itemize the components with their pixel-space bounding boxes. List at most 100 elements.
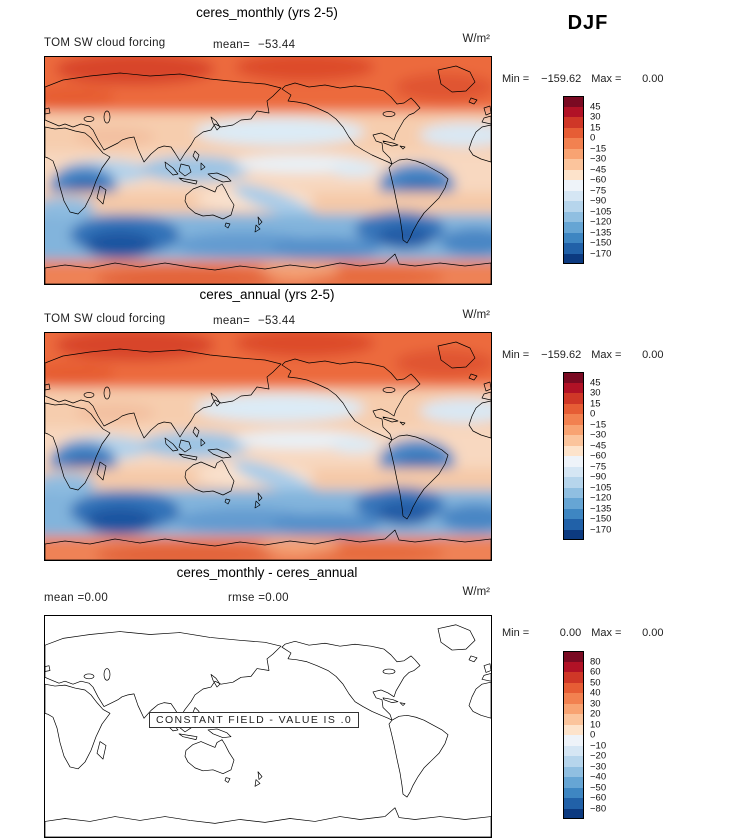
mean-label: mean= (213, 39, 250, 51)
colorbar-cell (563, 508, 584, 519)
colorbar-tick-label: −30 (590, 429, 607, 441)
colorbar-tick-label: −120 (590, 216, 612, 228)
colorbar-cell (563, 798, 584, 809)
mean-value: 0.00 (84, 592, 109, 604)
colorbar-cell (563, 403, 584, 414)
min-label: Min = (502, 73, 530, 85)
minmax-line: Min = 0.00 Max = 0.00 (502, 627, 663, 639)
colorbar-cell (563, 372, 584, 383)
colorbar-cell (563, 106, 584, 117)
colorbar-tick-label: 50 (590, 676, 601, 688)
colorbar-tick-label: 30 (590, 697, 601, 709)
colorbar-frame (563, 372, 584, 540)
mean-stat: mean= −53.44 (213, 39, 295, 51)
colorbar-cell (563, 808, 584, 819)
colorbar-cell (563, 253, 584, 264)
mean-stat: mean= −53.44 (213, 315, 295, 327)
colorbar-tick-label: −75 (590, 460, 607, 472)
colorbar-tick-label: 20 (590, 708, 601, 720)
units-label: W/m² (462, 309, 490, 321)
mean-value: −53.44 (257, 39, 296, 51)
colorbar-tick-label: −105 (590, 205, 612, 217)
colorbar-frame (563, 96, 584, 264)
colorbar-cell (563, 487, 584, 498)
colorbar-cell (563, 169, 584, 180)
colorbar-cell (563, 651, 584, 662)
colorbar-tick-label: −105 (590, 481, 612, 493)
colorbar-cell (563, 414, 584, 425)
colorbar-cell (563, 201, 584, 212)
min-value: −159.62 (541, 73, 582, 85)
colorbar-cell (563, 232, 584, 243)
rmse-stat: rmse =0.00 (228, 592, 289, 604)
colorbar-tick-label: −135 (590, 226, 612, 238)
panel-title: ceres_monthly (yrs 2-5) (196, 5, 338, 20)
colorbar-tick-label: −15 (590, 418, 607, 430)
map-difference: CONSTANT FIELD - VALUE IS .0 (44, 615, 492, 838)
colorbar-tick-label: −45 (590, 163, 607, 175)
colorbar-tick-label: −50 (590, 781, 607, 793)
rmse-label: rmse = (228, 592, 266, 604)
variable-label: TOM SW cloud forcing (44, 313, 166, 325)
min-label: Min = (502, 349, 530, 361)
colorbar-cell (563, 766, 584, 777)
constant-field-label: CONSTANT FIELD - VALUE IS .0 (149, 712, 360, 728)
panel-title: ceres_annual (yrs 2-5) (199, 287, 335, 302)
colorbar-cell (563, 435, 584, 446)
max-label: Max = (591, 627, 622, 639)
colorbar-tick-label: 10 (590, 718, 601, 730)
colorbar-cell (563, 466, 584, 477)
colorbar-tick-label: −60 (590, 174, 607, 186)
variable-label: TOM SW cloud forcing (44, 37, 166, 49)
colorbar-cell (563, 211, 584, 222)
colorbar-tick-label: 0 (590, 408, 596, 420)
colorbar-cell (563, 787, 584, 798)
min-value: −159.62 (541, 349, 582, 361)
colorbar-cell (563, 127, 584, 138)
colorbar-cell (563, 703, 584, 714)
colorbar-cell (563, 714, 584, 725)
colorbar-cell (563, 724, 584, 735)
map-plot (45, 57, 491, 284)
colorbar-cell (563, 456, 584, 467)
min-label: Min = (502, 627, 530, 639)
max-label: Max = (591, 73, 622, 85)
colorbar-cell (563, 661, 584, 672)
colorbar-tick-label: −75 (590, 184, 607, 196)
colorbar-cell (563, 393, 584, 404)
units-label: W/m² (462, 586, 490, 598)
colorbar-tick-label: −45 (590, 439, 607, 451)
colorbar-tick-label: −20 (590, 750, 607, 762)
minmax-line: Min = −159.62 Max = 0.00 (502, 349, 663, 361)
minmax-line: Min = −159.62 Max = 0.00 (502, 73, 663, 85)
colorbar-tick-label: −60 (590, 792, 607, 804)
mean-stat: mean =0.00 (44, 592, 108, 604)
colorbar-tick-label: −170 (590, 523, 612, 535)
max-value: 0.00 (642, 627, 664, 639)
colorbar-cell (563, 498, 584, 509)
colorbar-cell (563, 756, 584, 767)
colorbar-frame (563, 651, 584, 819)
colorbar-tick-label: −15 (590, 142, 607, 154)
colorbar-tick-label: −170 (590, 247, 612, 259)
colorbar-tick-label: −80 (590, 802, 607, 814)
map-ceres-annual (44, 332, 492, 561)
colorbar-tick-label: −120 (590, 492, 612, 504)
colorbar-cell (563, 222, 584, 233)
colorbar-tick-label: −90 (590, 195, 607, 207)
colorbar-cell (563, 445, 584, 456)
season-heading: DJF (567, 12, 609, 34)
colorbar-tick-label: 40 (590, 687, 601, 699)
colorbar-cell (563, 477, 584, 488)
colorbar-cell (563, 190, 584, 201)
max-label: Max = (591, 349, 622, 361)
max-value: 0.00 (642, 349, 664, 361)
colorbar-cell (563, 682, 584, 693)
colorbar-tick-label: −40 (590, 771, 607, 783)
colorbar-tick-label: 80 (590, 655, 601, 667)
min-value: 0.00 (559, 627, 582, 639)
colorbar-tick-label: −10 (590, 739, 607, 751)
colorbar-tick-label: 15 (590, 397, 601, 409)
colorbar-cell (563, 777, 584, 788)
